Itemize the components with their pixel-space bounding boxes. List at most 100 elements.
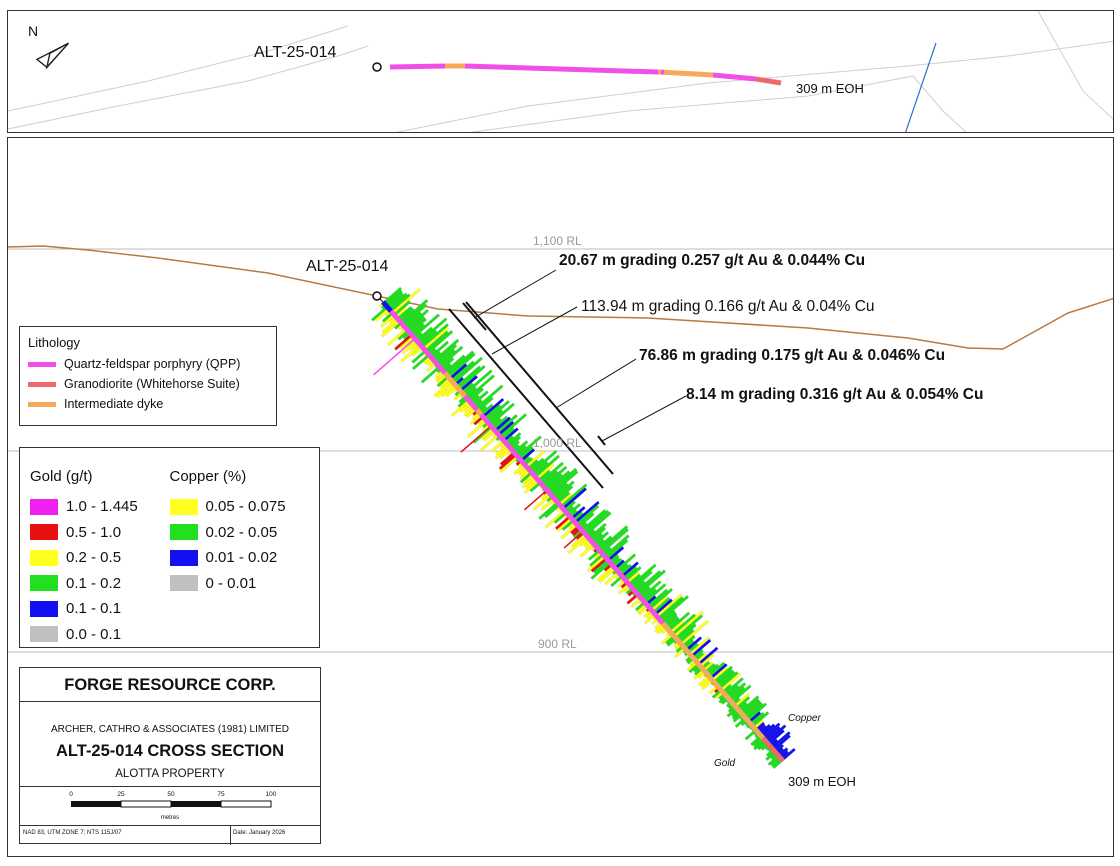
- footer-divider: [230, 826, 231, 845]
- legend-swatch: [30, 524, 58, 541]
- copper-legend-column: Copper (%) 0.05 - 0.075 0.02 - 0.05 0.01…: [169, 468, 310, 647]
- intercept-label-1: 20.67 m grading 0.257 g/t Au & 0.044% Cu: [559, 252, 866, 269]
- legend-swatch: [169, 575, 198, 592]
- section-drill-trace: [376, 295, 785, 763]
- legend-swatch: [30, 575, 58, 592]
- assay-spike: [523, 489, 548, 511]
- gold-legend-item: 0.0 - 0.1: [30, 622, 170, 648]
- intercept-leader-lines: [473, 269, 687, 442]
- assay-histograms: [371, 286, 796, 769]
- legend-swatch: [169, 498, 198, 515]
- gold-legend-label: 0.1 - 0.2: [66, 574, 122, 592]
- lithology-segment: [661, 621, 765, 740]
- lithology-segment: [479, 412, 665, 625]
- copper-legend-label: 0.02 - 0.05: [205, 523, 278, 541]
- gold-legend-item: 0.1 - 0.2: [30, 571, 170, 597]
- scale-tick-label: 100: [265, 791, 277, 798]
- copper-legend-item: 0.02 - 0.05: [169, 520, 310, 546]
- lithology-legend: Lithology Quartz-feldspar porphyry (QPP)…: [19, 326, 277, 426]
- lithology-item-label: Quartz-feldspar porphyry (QPP): [64, 357, 241, 371]
- lithology-segment: [475, 408, 483, 417]
- assay-spike: [373, 338, 416, 376]
- gold-legend-label: 1.0 - 1.445: [66, 498, 138, 516]
- gold-legend-title: Gold (g/t): [30, 468, 93, 485]
- plan-collar-marker: [372, 62, 382, 72]
- legend-swatch: [30, 498, 58, 515]
- scale-tick-label: 50: [167, 791, 175, 798]
- legend-swatch: [169, 549, 198, 566]
- legend-swatch: [30, 600, 58, 617]
- gold-legend-item: 0.2 - 0.5: [30, 545, 170, 571]
- topography-line: [8, 245, 1113, 350]
- lithology-segment: [381, 300, 393, 313]
- lithology-legend-title: Lithology: [28, 335, 81, 350]
- copper-legend-item: 0.05 - 0.075: [169, 494, 310, 520]
- lithology-item-dyke: Intermediate dyke: [28, 394, 268, 414]
- section-eoh-label: 309 m EOH: [788, 774, 856, 789]
- assay-spike: [460, 425, 492, 453]
- intercept-bars: [448, 301, 614, 489]
- section-collar-marker: [372, 291, 382, 301]
- lithology-swatch: [28, 401, 56, 407]
- gold-legend-label: 0.5 - 1.0: [66, 523, 122, 541]
- legend-swatch: [30, 549, 58, 566]
- lithology-item-label: Granodiorite (Whitehorse Suite): [64, 377, 240, 391]
- scale-bar-graphic: [71, 800, 272, 808]
- assay-spike: [563, 530, 584, 549]
- legend-swatch: [169, 524, 198, 541]
- north-label: N: [28, 23, 39, 39]
- legend-swatch: [30, 626, 58, 643]
- rl-label-1000: 1,000 RL: [533, 436, 582, 450]
- gold-legend-label: 0.1 - 0.1: [66, 600, 122, 618]
- datum-label: NAD 83, UTM ZONE 7; NTS 115J/07: [23, 830, 122, 836]
- title-block: FORGE RESOURCE CORP. ARCHER, CATHRO & AS…: [19, 667, 321, 845]
- scale-tick-label: 75: [217, 791, 225, 798]
- gold-legend-item: 1.0 - 1.445: [30, 494, 170, 520]
- plan-view-panel: N ALT-25-014 309 m EOH: [7, 10, 1114, 133]
- gold-histogram-label: Gold: [714, 758, 736, 769]
- copper-legend-label: 0.01 - 0.02: [205, 549, 278, 567]
- scale-units-label: metres: [160, 815, 180, 821]
- copper-histogram-label: Copper: [788, 713, 821, 724]
- copper-legend-title: Copper (%): [169, 468, 247, 485]
- rl-label-900: 900 RL: [538, 637, 577, 651]
- north-arrow-icon: [35, 42, 69, 70]
- scale-bar: 0 25 50 75 100 metres: [20, 786, 320, 826]
- intercept-label-2: 113.94 m grading 0.166 g/t Au & 0.04% Cu: [581, 298, 875, 315]
- intercept-label-4: 8.14 m grading 0.316 g/t Au & 0.054% Cu: [686, 386, 984, 403]
- scale-tick-label: 25: [117, 791, 125, 798]
- scale-tick-label: 0: [69, 791, 73, 798]
- gold-legend-item: 0.5 - 1.0: [30, 520, 170, 546]
- cross-section-map: [8, 245, 1113, 769]
- lithology-segment: [761, 736, 785, 763]
- lithology-item-granodiorite: Granodiorite (Whitehorse Suite): [28, 374, 268, 394]
- lithology-segment: [463, 394, 479, 412]
- date-label: Date: January 2026: [233, 830, 286, 836]
- section-hole-label: ALT-25-014: [306, 258, 389, 275]
- plan-fault-line: [905, 42, 937, 132]
- plan-contour-lines: [8, 11, 1113, 132]
- section-title: ALT-25-014 CROSS SECTION: [56, 742, 284, 760]
- plan-drill-trace: [389, 63, 782, 86]
- consultant-name: ARCHER, CATHRO & ASSOCIATES (1981) LIMIT…: [50, 724, 289, 735]
- lithology-item-qpp: Quartz-feldspar porphyry (QPP): [28, 354, 268, 374]
- plan-eoh-label: 309 m EOH: [796, 81, 864, 96]
- lithology-swatch: [28, 361, 56, 367]
- gold-legend-column: Gold (g/t) 1.0 - 1.445 0.5 - 1.0 0.2 - 0…: [30, 468, 170, 647]
- property-name: ALOTTA PROPERTY: [115, 768, 225, 780]
- lithology-segment: [443, 371, 467, 398]
- rl-label-1100: 1,100 RL: [533, 234, 582, 248]
- grade-legend: Gold (g/t) 1.0 - 1.445 0.5 - 1.0 0.2 - 0…: [19, 447, 320, 648]
- plan-view-map: [8, 11, 1113, 132]
- lithology-item-label: Intermediate dyke: [64, 397, 164, 411]
- plan-hole-label: ALT-25-014: [254, 44, 337, 61]
- copper-legend-item: 0.01 - 0.02: [169, 545, 310, 571]
- gold-legend-label: 0.0 - 0.1: [66, 625, 122, 643]
- gold-legend-label: 0.2 - 0.5: [66, 549, 122, 567]
- lithology-segment: [389, 309, 447, 375]
- copper-legend-label: 0.05 - 0.075: [205, 498, 286, 516]
- intercept-label-3: 76.86 m grading 0.175 g/t Au & 0.046% Cu: [639, 347, 946, 364]
- copper-legend-item: 0 - 0.01: [169, 571, 310, 597]
- lithology-swatch: [28, 381, 56, 387]
- company-name: FORGE RESOURCE CORP.: [20, 668, 320, 702]
